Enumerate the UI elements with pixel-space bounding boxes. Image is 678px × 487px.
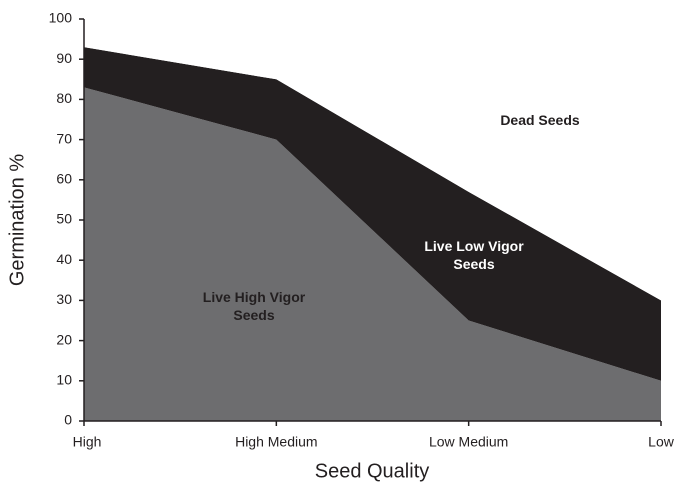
y-tick-label: 100 bbox=[49, 10, 73, 26]
y-axis-title: Germination % bbox=[6, 154, 28, 286]
area-label: Dead Seeds bbox=[500, 112, 580, 128]
x-tick-label: High Medium bbox=[235, 434, 317, 450]
x-tick-label: High bbox=[73, 434, 102, 450]
y-tick-label: 60 bbox=[56, 171, 72, 187]
y-tick-label: 80 bbox=[56, 90, 72, 106]
area bbox=[84, 19, 661, 301]
area bbox=[84, 47, 661, 381]
x-axis-title: Seed Quality bbox=[315, 460, 430, 482]
area-label: Live Low Vigor Seeds bbox=[424, 238, 524, 272]
y-tick-label: 20 bbox=[56, 331, 72, 347]
y-tick-label: 50 bbox=[56, 211, 72, 227]
y-tick-label: 10 bbox=[56, 372, 72, 388]
x-tick-label: Low Medium bbox=[429, 434, 508, 450]
y-tick-label: 30 bbox=[56, 291, 72, 307]
area-label: Live High Vigor Seeds bbox=[202, 289, 306, 323]
y-tick-label: 90 bbox=[56, 50, 72, 66]
area bbox=[84, 87, 661, 421]
x-tick-label: Low bbox=[648, 434, 675, 450]
y-tick-label: 40 bbox=[56, 251, 72, 267]
y-tick-label: 0 bbox=[64, 412, 72, 428]
y-tick-label: 70 bbox=[56, 130, 72, 146]
